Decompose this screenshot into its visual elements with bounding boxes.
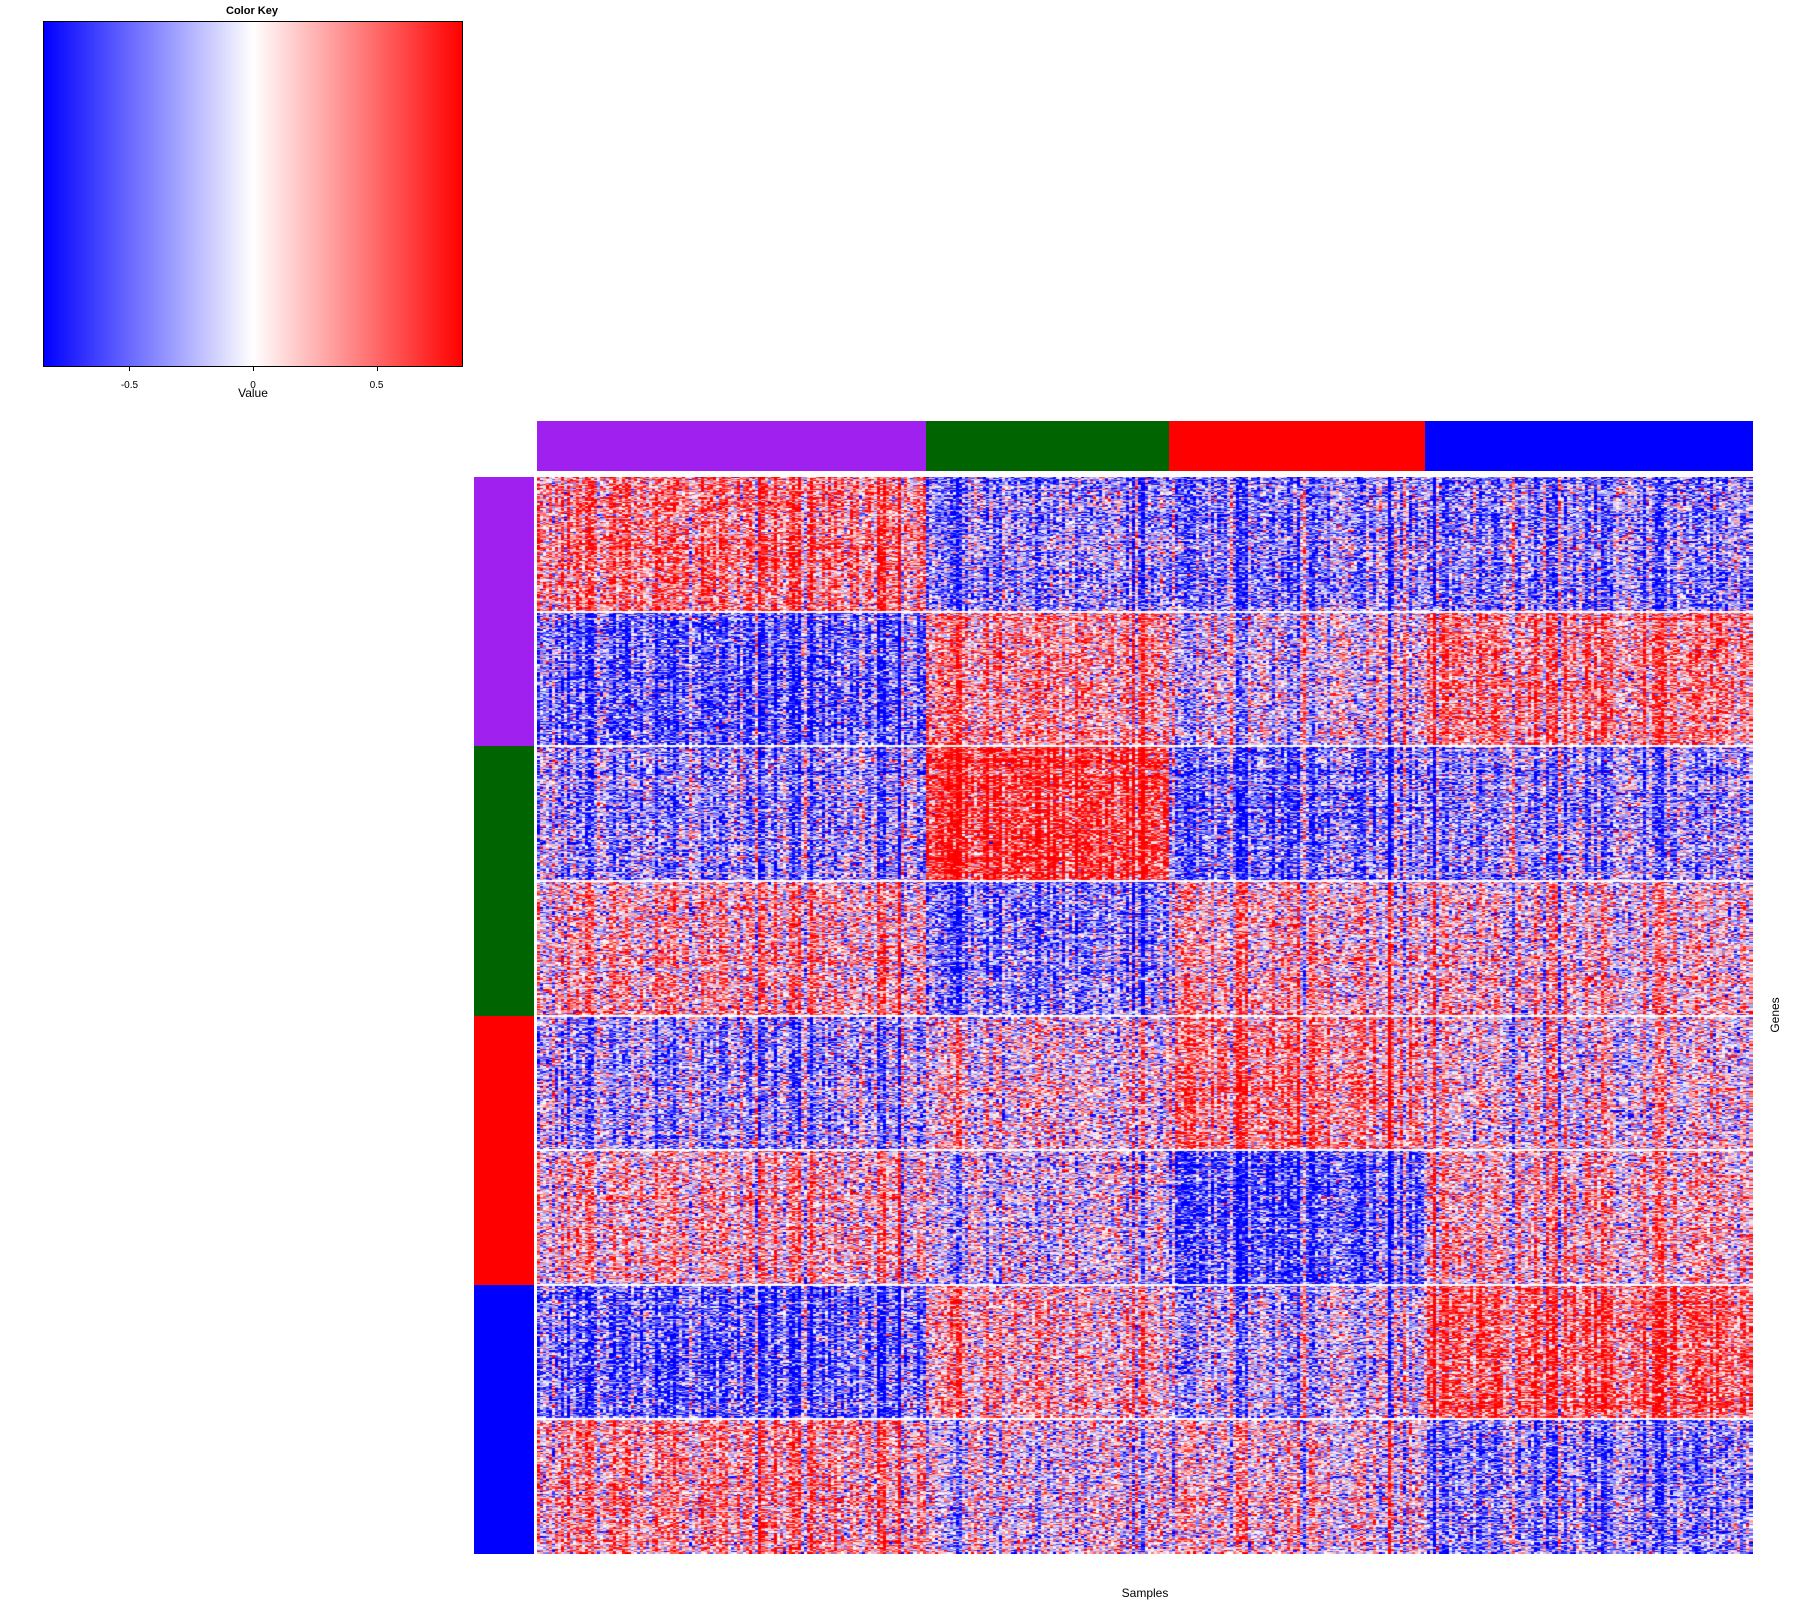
color-key-xlabel: Value [238,386,268,400]
row-side-group-darkgreen [474,746,534,1016]
color-key-tick-label: -0.5 [120,380,139,391]
heatmap-matrix [537,477,1753,1554]
column-side-group-red [1169,421,1425,471]
color-key-tick-label: 0 [250,380,256,391]
column-side-group-blue [1424,421,1753,471]
row-side-group-red [474,1015,534,1285]
color-key-gradient [43,21,463,367]
column-side-group-purple [537,421,927,471]
color-key-tick [129,366,131,371]
row-side-colors [474,477,534,1554]
color-key-tick [253,366,254,371]
color-key-tick-label: 0.5 [369,380,384,391]
column-side-colors [537,421,1753,471]
color-key-axis: -0.5 0 0.5 [43,366,463,391]
x-axis-label: Samples [1121,1586,1169,1600]
color-key-title: Color Key [226,5,278,17]
row-side-group-blue [474,1284,534,1554]
y-axis-label: Genes [1768,997,1782,1033]
row-side-group-purple [474,477,534,747]
color-key-tick [376,366,378,371]
column-side-group-darkgreen [926,421,1170,471]
